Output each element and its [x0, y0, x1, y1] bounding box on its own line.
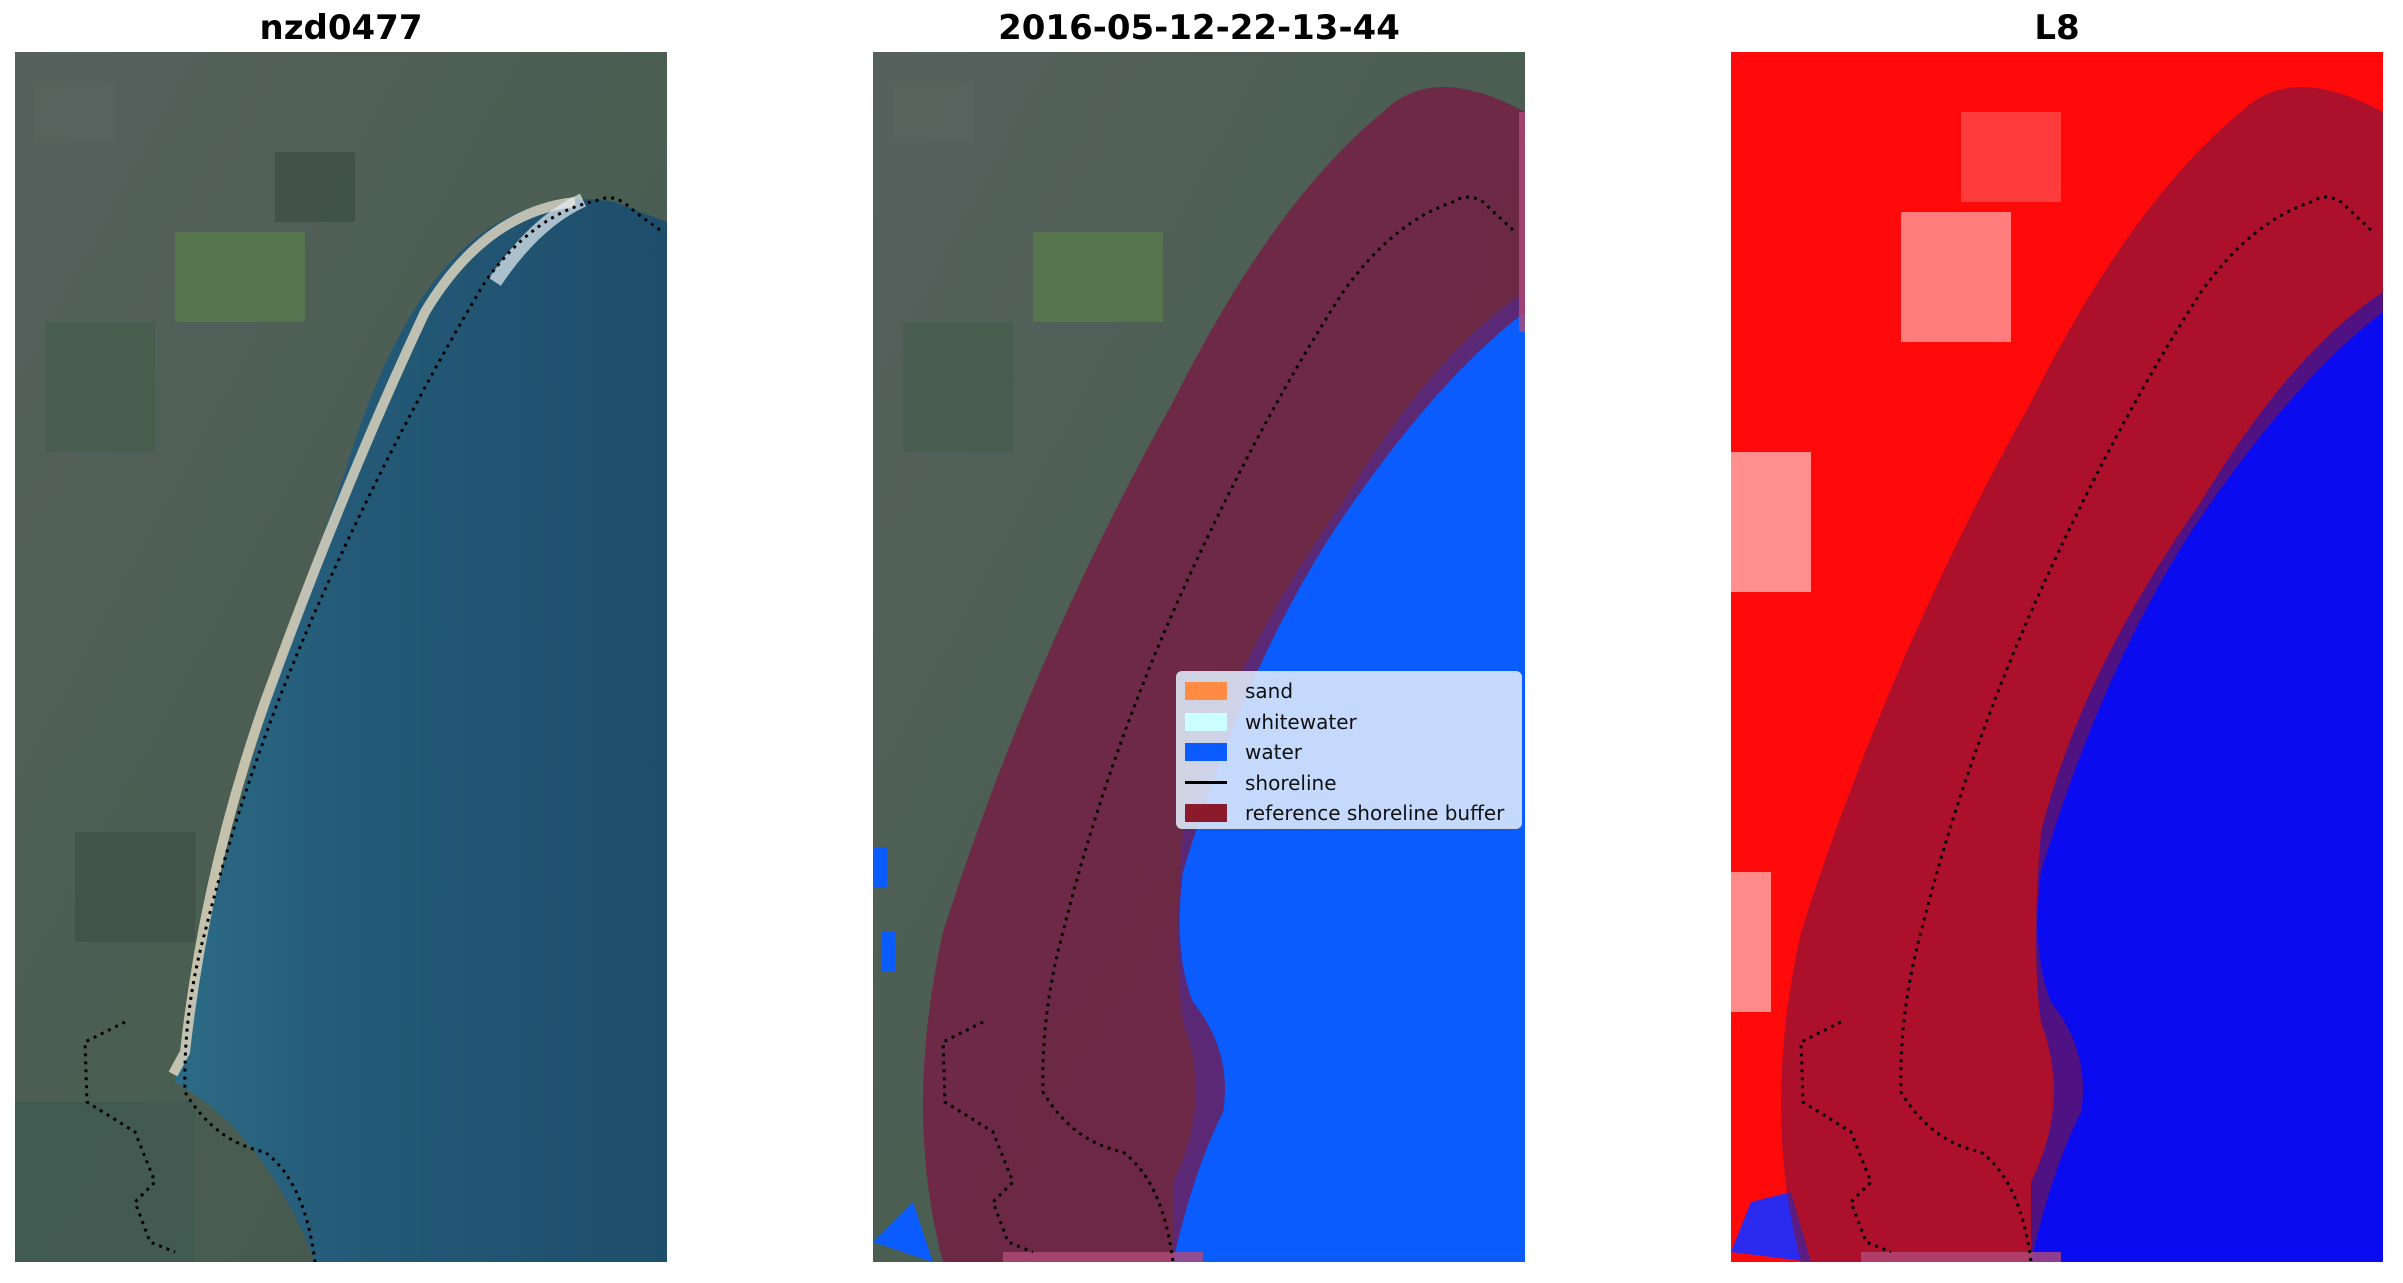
- panel-title-rgb: nzd0477: [259, 8, 423, 48]
- panel-title-classified: 2016-05-12-22-13-44: [998, 8, 1400, 48]
- beach-strip: [168, 197, 576, 1077]
- classified-image: [873, 52, 1525, 1262]
- legend-item-water: water: [1185, 737, 1513, 768]
- shoreline-line-rgb: [183, 196, 661, 1262]
- legend-swatch-reference-buffer: [1185, 804, 1227, 823]
- legend-label-water: water: [1245, 740, 1302, 765]
- panel-title-index: L8: [2034, 8, 2080, 48]
- legend-item-whitewater: whitewater: [1185, 707, 1513, 738]
- legend-label-shoreline: shoreline: [1245, 770, 1337, 795]
- legend-swatch-water: [1185, 743, 1227, 762]
- legend: sand whitewater water shoreline referenc…: [1176, 671, 1522, 829]
- legend-item-shoreline: shoreline: [1185, 768, 1513, 799]
- legend-swatch-whitewater: [1185, 712, 1227, 731]
- legend-label-reference-buffer: reference shoreline buffer: [1245, 801, 1505, 826]
- classified-image-panel: [873, 52, 1525, 1262]
- legend-item-reference-buffer: reference shoreline buffer: [1185, 798, 1513, 829]
- legend-item-sand: sand: [1185, 676, 1513, 707]
- rgb-image-panel: [15, 52, 667, 1262]
- shoreline-line-index: [1899, 195, 2373, 1262]
- index-buffer-overlay: [1781, 87, 2383, 1262]
- legend-label-whitewater: whitewater: [1245, 709, 1357, 734]
- l8-index-image: [1731, 52, 2383, 1262]
- index-water-area: [2031, 292, 2383, 1262]
- legend-swatch-shoreline: [1185, 781, 1227, 785]
- shoreline-line-classified: [1041, 195, 1515, 1262]
- rgb-satellite-image: [15, 52, 667, 1262]
- ocean-area: [175, 199, 667, 1262]
- index-image-panel: [1731, 52, 2383, 1262]
- legend-swatch-sand: [1185, 682, 1227, 701]
- legend-label-sand: sand: [1245, 679, 1294, 704]
